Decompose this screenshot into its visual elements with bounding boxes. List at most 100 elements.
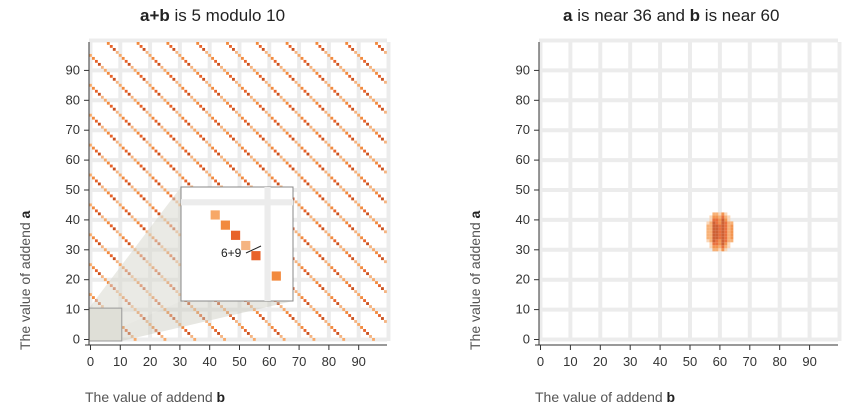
heatmap-cell: [226, 161, 229, 165]
heatmap-cell: [330, 206, 334, 210]
heatmap-cell: [196, 131, 200, 135]
heatmap-cell: [175, 320, 179, 323]
inset-annotation-line: [245, 245, 262, 254]
heatmap-cell: [369, 125, 372, 129]
heatmap-cell: [223, 68, 226, 72]
heatmap-cell: [94, 239, 98, 243]
heatmap-cell: [712, 224, 716, 228]
heatmap-cell: [351, 257, 355, 261]
heatmap-cell: [321, 257, 325, 261]
heatmap-cell: [145, 200, 149, 204]
heatmap-cell: [712, 245, 716, 249]
heatmap-cell: [100, 245, 104, 249]
heatmap-cell: [232, 77, 235, 81]
inset-cell: [220, 220, 230, 230]
heatmap-cell: [318, 254, 322, 258]
heatmap-cell: [151, 86, 155, 90]
heatmap-cell: [94, 59, 98, 63]
heatmap-cell: [243, 179, 247, 183]
heatmap-cell: [232, 47, 235, 51]
heatmap-cell: [214, 179, 217, 183]
heatmap-cell: [145, 110, 149, 114]
heatmap-cell: [264, 50, 268, 54]
heatmap-cell: [115, 230, 119, 234]
heatmap-cell: [321, 107, 325, 111]
heatmap-cell: [139, 224, 143, 228]
y-tick-label: 30: [66, 242, 80, 257]
heatmap-cell: [97, 242, 101, 246]
heatmap-cell: [712, 233, 716, 237]
heatmap-cell: [378, 164, 381, 168]
y-tick-label: 60: [66, 152, 80, 167]
heatmap-cell: [232, 317, 235, 320]
heatmap-cell: [724, 224, 728, 228]
heatmap-cell: [354, 260, 358, 264]
heatmap-cell: [312, 158, 316, 162]
heatmap-cell: [375, 42, 378, 45]
heatmap-cell: [330, 326, 334, 329]
heatmap-cell: [255, 101, 259, 105]
heatmap-cell: [366, 272, 369, 276]
heatmap-cell: [336, 242, 340, 246]
heatmap-cell: [217, 62, 220, 66]
left-heatmap-chart: 6+9 0 10 20 30 40 50 60 70 80 90 0 10 20 30 40 50 60 70 80 9…: [66, 38, 391, 369]
heatmap-cell: [384, 260, 387, 264]
heatmap-cell: [342, 68, 346, 72]
heatmap-cell: [318, 74, 322, 78]
heatmap-cell: [285, 131, 289, 135]
heatmap-cell: [163, 128, 167, 132]
heatmap-cell: [118, 113, 122, 117]
inset-cell: [230, 230, 241, 240]
heatmap-cell: [270, 116, 274, 120]
heatmap-cell: [106, 221, 110, 225]
heatmap-cell: [163, 98, 167, 102]
heatmap-cell: [306, 122, 310, 126]
heatmap-cell: [369, 215, 372, 219]
heatmap-cell: [727, 218, 731, 222]
heatmap-cell: [154, 89, 158, 93]
heatmap-cell: [115, 140, 119, 144]
heatmap-cell: [220, 155, 223, 159]
heatmap-cell: [294, 290, 298, 294]
x-tick-label: 30: [173, 354, 187, 369]
heatmap-cell: [315, 101, 319, 105]
heatmap-cell: [115, 80, 119, 84]
heatmap-cell: [727, 224, 731, 228]
heatmap-cell: [91, 116, 95, 120]
heatmap-cell: [270, 86, 274, 90]
heatmap-cell: [175, 50, 179, 54]
heatmap-cell: [715, 248, 719, 252]
heatmap-cell: [223, 338, 226, 341]
heatmap-cell: [348, 164, 352, 168]
heatmap-cell: [709, 215, 713, 219]
heatmap-cell: [375, 131, 378, 135]
heatmap-cell: [357, 263, 361, 267]
heatmap-cell: [91, 206, 95, 210]
heatmap-cell: [294, 200, 298, 204]
heatmap-cell: [154, 119, 158, 123]
heatmap-cell: [721, 230, 725, 234]
heatmap-cell: [181, 326, 185, 329]
heatmap-cell: [333, 269, 337, 273]
heatmap-cell: [235, 50, 238, 54]
heatmap-cell: [121, 116, 125, 120]
heatmap-cell: [336, 212, 340, 216]
heatmap-cell: [240, 116, 244, 120]
heatmap-cell: [187, 152, 191, 156]
heatmap-cell: [724, 215, 728, 219]
heatmap-cell: [297, 113, 301, 117]
heatmap-cell: [709, 218, 713, 222]
heatmap-cell: [238, 113, 241, 117]
heatmap-cell: [372, 218, 375, 222]
heatmap-cell: [89, 173, 92, 177]
heatmap-cell: [354, 290, 358, 294]
heatmap-cell: [354, 320, 358, 323]
heatmap-cell: [709, 245, 713, 249]
heatmap-cell: [235, 110, 238, 114]
heatmap-cell: [89, 263, 92, 267]
heatmap-cell: [154, 209, 158, 213]
heatmap-cell: [327, 173, 331, 177]
heatmap-cell: [127, 152, 131, 156]
heatmap-cell: [730, 230, 734, 234]
heatmap-cell: [309, 215, 313, 219]
